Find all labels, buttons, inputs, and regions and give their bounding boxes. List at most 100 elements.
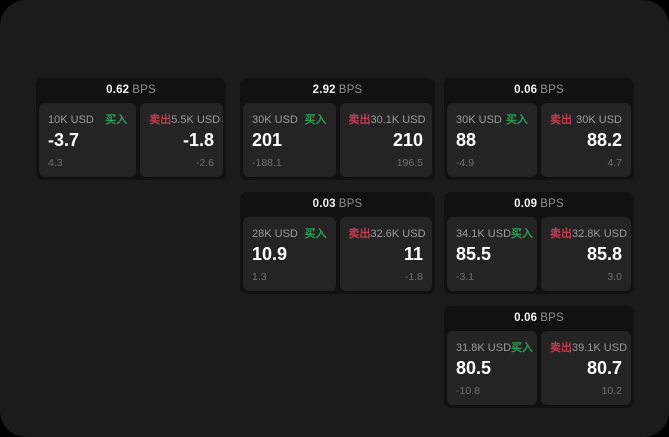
sell-side-top: 卖出 30K USD <box>550 111 622 126</box>
buy-action-label[interactable]: 买入 <box>304 114 327 126</box>
sell-side-panel[interactable]: 卖出 32.6K USD 11 -1.8 <box>339 217 432 291</box>
buy-action-label[interactable]: 买入 <box>506 114 528 126</box>
buy-side-panel[interactable]: 10K USD 买入 -3.7 4.3 <box>39 103 137 177</box>
buy-side-panel[interactable]: 31.8K USD 买入 80.5 -10.8 <box>447 331 537 405</box>
sell-size-label: 32.6K USD <box>370 228 426 240</box>
card-body: 30K USD 买入 201 -188.1 卖出 30.1K USD 210 196.5 <box>240 103 435 180</box>
sell-price: -1.8 <box>182 130 214 150</box>
buy-size-label: 30K USD <box>456 114 502 126</box>
sell-side-top: 卖出 39.1K USD <box>550 339 627 354</box>
quote-card[interactable]: 0.06 BPS 31.8K USD 买入 80.5 -10.8 卖出 39.1K USD 80… <box>444 306 634 408</box>
buy-size-label: 28K USD <box>252 228 298 240</box>
spread-value: 0.06 <box>514 84 538 96</box>
buy-delta: -3.1 <box>456 271 475 283</box>
buy-action-label[interactable]: 买入 <box>511 342 534 354</box>
sell-action-label[interactable]: 卖出 <box>149 114 172 126</box>
sell-price: 80.7 <box>586 358 622 378</box>
buy-price: 80.5 <box>456 358 492 378</box>
sell-side-panel[interactable]: 卖出 39.1K USD 80.7 10.2 <box>541 331 631 405</box>
quote-column-3: 0.06 BPS 30K USD 买入 88 -4.9 卖出 30K USD 88.2 4.7 0.… <box>444 78 634 420</box>
sell-action-label[interactable]: 卖出 <box>550 114 572 126</box>
buy-price: -3.7 <box>48 130 80 150</box>
sell-delta: 196.5 <box>396 157 423 169</box>
spread-value: 0.62 <box>106 84 130 96</box>
sell-side-top: 卖出 32.6K USD <box>348 225 426 240</box>
quote-card[interactable]: 0.62 BPS 10K USD 买入 -3.7 4.3 卖出 5.5K USD -1.8 -2.… <box>36 78 226 180</box>
sell-size-label: 32.8K USD <box>572 228 628 240</box>
card-spread-header: 0.06 BPS <box>444 306 634 331</box>
buy-delta: -188.1 <box>252 157 282 169</box>
buy-side-top: 30K USD 买入 <box>252 111 327 126</box>
buy-price: 10.9 <box>252 244 288 264</box>
card-spread-header: 0.09 BPS <box>444 192 634 217</box>
sell-size-label: 30.1K USD <box>370 114 426 126</box>
buy-side-top: 34.1K USD 买入 <box>456 225 533 240</box>
spread-unit: BPS <box>132 84 156 96</box>
spread-unit: BPS <box>540 312 564 324</box>
buy-side-panel[interactable]: 28K USD 买入 10.9 1.3 <box>243 217 336 291</box>
buy-side-panel[interactable]: 34.1K USD 买入 85.5 -3.1 <box>447 217 537 291</box>
sell-side-panel[interactable]: 卖出 30K USD 88.2 4.7 <box>541 103 631 177</box>
sell-delta: -2.6 <box>195 157 214 169</box>
buy-action-label[interactable]: 买入 <box>304 228 327 240</box>
card-spread-header: 0.03 BPS <box>240 192 435 217</box>
sell-side-top: 卖出 32.8K USD <box>550 225 627 240</box>
sell-action-label[interactable]: 卖出 <box>550 342 572 354</box>
buy-size-label: 10K USD <box>48 114 94 126</box>
sell-side-top: 卖出 30.1K USD <box>348 111 426 126</box>
buy-side-top: 28K USD 买入 <box>252 225 327 240</box>
card-body: 31.8K USD 买入 80.5 -10.8 卖出 39.1K USD 80.7 10.2 <box>444 331 634 408</box>
buy-side-panel[interactable]: 30K USD 买入 201 -188.1 <box>243 103 336 177</box>
sell-side-top: 卖出 5.5K USD <box>149 111 220 126</box>
buy-side-panel[interactable]: 30K USD 买入 88 -4.9 <box>447 103 537 177</box>
spread-unit: BPS <box>338 198 363 210</box>
card-body: 30K USD 买入 88 -4.9 卖出 30K USD 88.2 4.7 <box>444 103 634 180</box>
sell-action-label[interactable]: 卖出 <box>348 114 371 126</box>
sell-side-panel[interactable]: 卖出 5.5K USD -1.8 -2.6 <box>140 103 223 177</box>
quote-card[interactable]: 2.92 BPS 30K USD 买入 201 -188.1 卖出 30.1K USD 210 1… <box>240 78 435 180</box>
quote-card[interactable]: 0.09 BPS 34.1K USD 买入 85.5 -3.1 卖出 32.8K USD 85.… <box>444 192 634 294</box>
spread-unit: BPS <box>540 198 564 210</box>
sell-side-panel[interactable]: 卖出 30.1K USD 210 196.5 <box>339 103 432 177</box>
buy-delta: -10.8 <box>456 385 480 397</box>
card-spread-header: 2.92 BPS <box>240 78 435 103</box>
sell-price: 11 <box>403 244 423 264</box>
buy-side-top: 31.8K USD 买入 <box>456 339 533 354</box>
spread-value: 2.92 <box>312 84 336 96</box>
buy-side-top: 10K USD 买入 <box>48 111 128 126</box>
buy-side-top: 30K USD 买入 <box>456 111 528 126</box>
quote-card[interactable]: 0.03 BPS 28K USD 买入 10.9 1.3 卖出 32.6K USD 11 -1.8 <box>240 192 435 294</box>
buy-delta: -4.9 <box>456 157 475 169</box>
spread-unit: BPS <box>540 84 564 96</box>
card-spread-header: 0.06 BPS <box>444 78 634 103</box>
buy-delta: 1.3 <box>252 271 267 283</box>
sell-price: 210 <box>392 130 423 150</box>
spread-value: 0.06 <box>514 312 538 324</box>
quote-column-2: 2.92 BPS 30K USD 买入 201 -188.1 卖出 30.1K USD 210 1… <box>240 78 435 306</box>
card-body: 34.1K USD 买入 85.5 -3.1 卖出 32.8K USD 85.8 3.0 <box>444 217 634 294</box>
buy-price: 85.5 <box>456 244 492 264</box>
sell-action-label[interactable]: 卖出 <box>550 228 572 240</box>
sell-price: 85.8 <box>586 244 622 264</box>
buy-action-label[interactable]: 买入 <box>105 114 128 126</box>
buy-size-label: 34.1K USD <box>456 228 512 240</box>
sell-size-label: 39.1K USD <box>572 342 628 354</box>
sell-size-label: 30K USD <box>576 114 622 126</box>
spread-value: 0.03 <box>312 198 336 210</box>
spread-unit: BPS <box>338 84 363 96</box>
card-body: 28K USD 买入 10.9 1.3 卖出 32.6K USD 11 -1.8 <box>240 217 435 294</box>
buy-delta: 4.3 <box>48 157 63 169</box>
sell-side-panel[interactable]: 卖出 32.8K USD 85.8 3.0 <box>541 217 631 291</box>
quote-column-1: 0.62 BPS 10K USD 买入 -3.7 4.3 卖出 5.5K USD -1.8 -2.… <box>36 78 226 192</box>
sell-action-label[interactable]: 卖出 <box>348 228 371 240</box>
card-spread-header: 0.62 BPS <box>36 78 226 103</box>
sell-size-label: 5.5K USD <box>171 114 221 126</box>
sell-delta: 4.7 <box>607 157 622 169</box>
spread-value: 0.09 <box>514 198 538 210</box>
sell-delta: -1.8 <box>404 271 423 283</box>
buy-action-label[interactable]: 买入 <box>511 228 534 240</box>
buy-size-label: 31.8K USD <box>456 342 512 354</box>
quote-card[interactable]: 0.06 BPS 30K USD 买入 88 -4.9 卖出 30K USD 88.2 4.7 <box>444 78 634 180</box>
